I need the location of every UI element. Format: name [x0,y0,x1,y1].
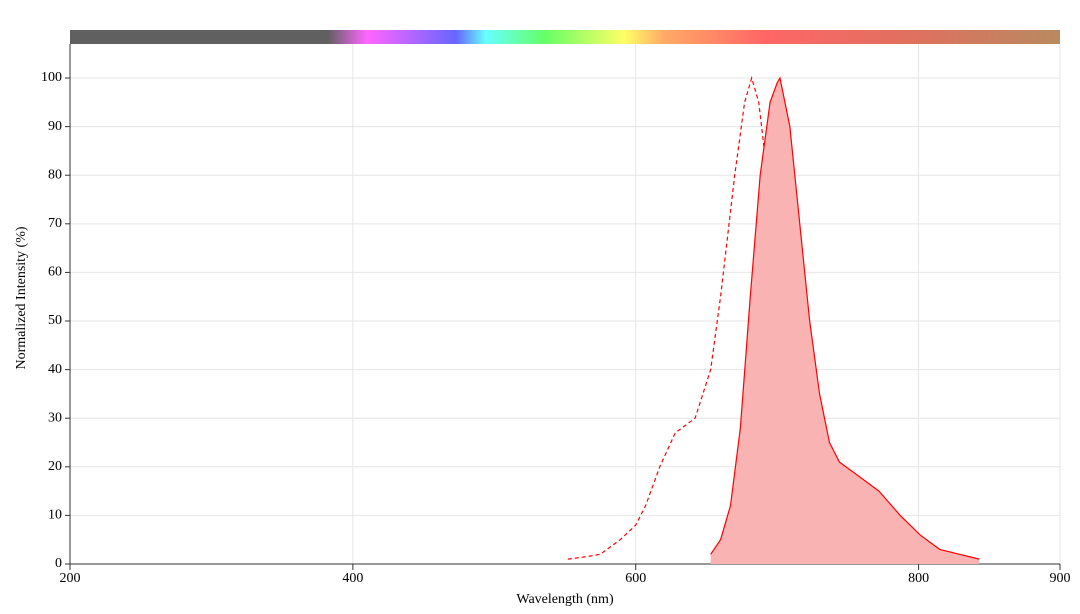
spectrum-area [710,78,980,565]
spectrum-bar [70,30,1060,44]
x-tick-label: 400 [342,571,363,586]
y-tick-label: 0 [55,556,62,571]
spectrum-line [710,76,980,560]
y-tick-label: 70 [48,216,62,231]
y-axis-title: Normalized Intensity (%) [14,226,29,369]
x-tick-label: 200 [60,571,81,586]
y-tick-label: 100 [41,70,62,85]
x-tick-label: 900 [1050,571,1071,586]
y-tick-label: 30 [48,410,62,425]
y-tick-label: 90 [48,119,62,134]
y-tick-label: 40 [48,362,62,377]
y-tick-label: 10 [48,508,62,523]
y-tick-label: 60 [48,265,62,280]
x-tick-label: 800 [908,571,929,586]
y-tick-label: 80 [48,167,62,182]
x-tick-label: 600 [625,571,646,586]
x-axis-title: Wavelength (nm) [516,592,614,607]
y-tick-label: 50 [48,313,62,328]
y-tick-label: 20 [48,459,62,474]
